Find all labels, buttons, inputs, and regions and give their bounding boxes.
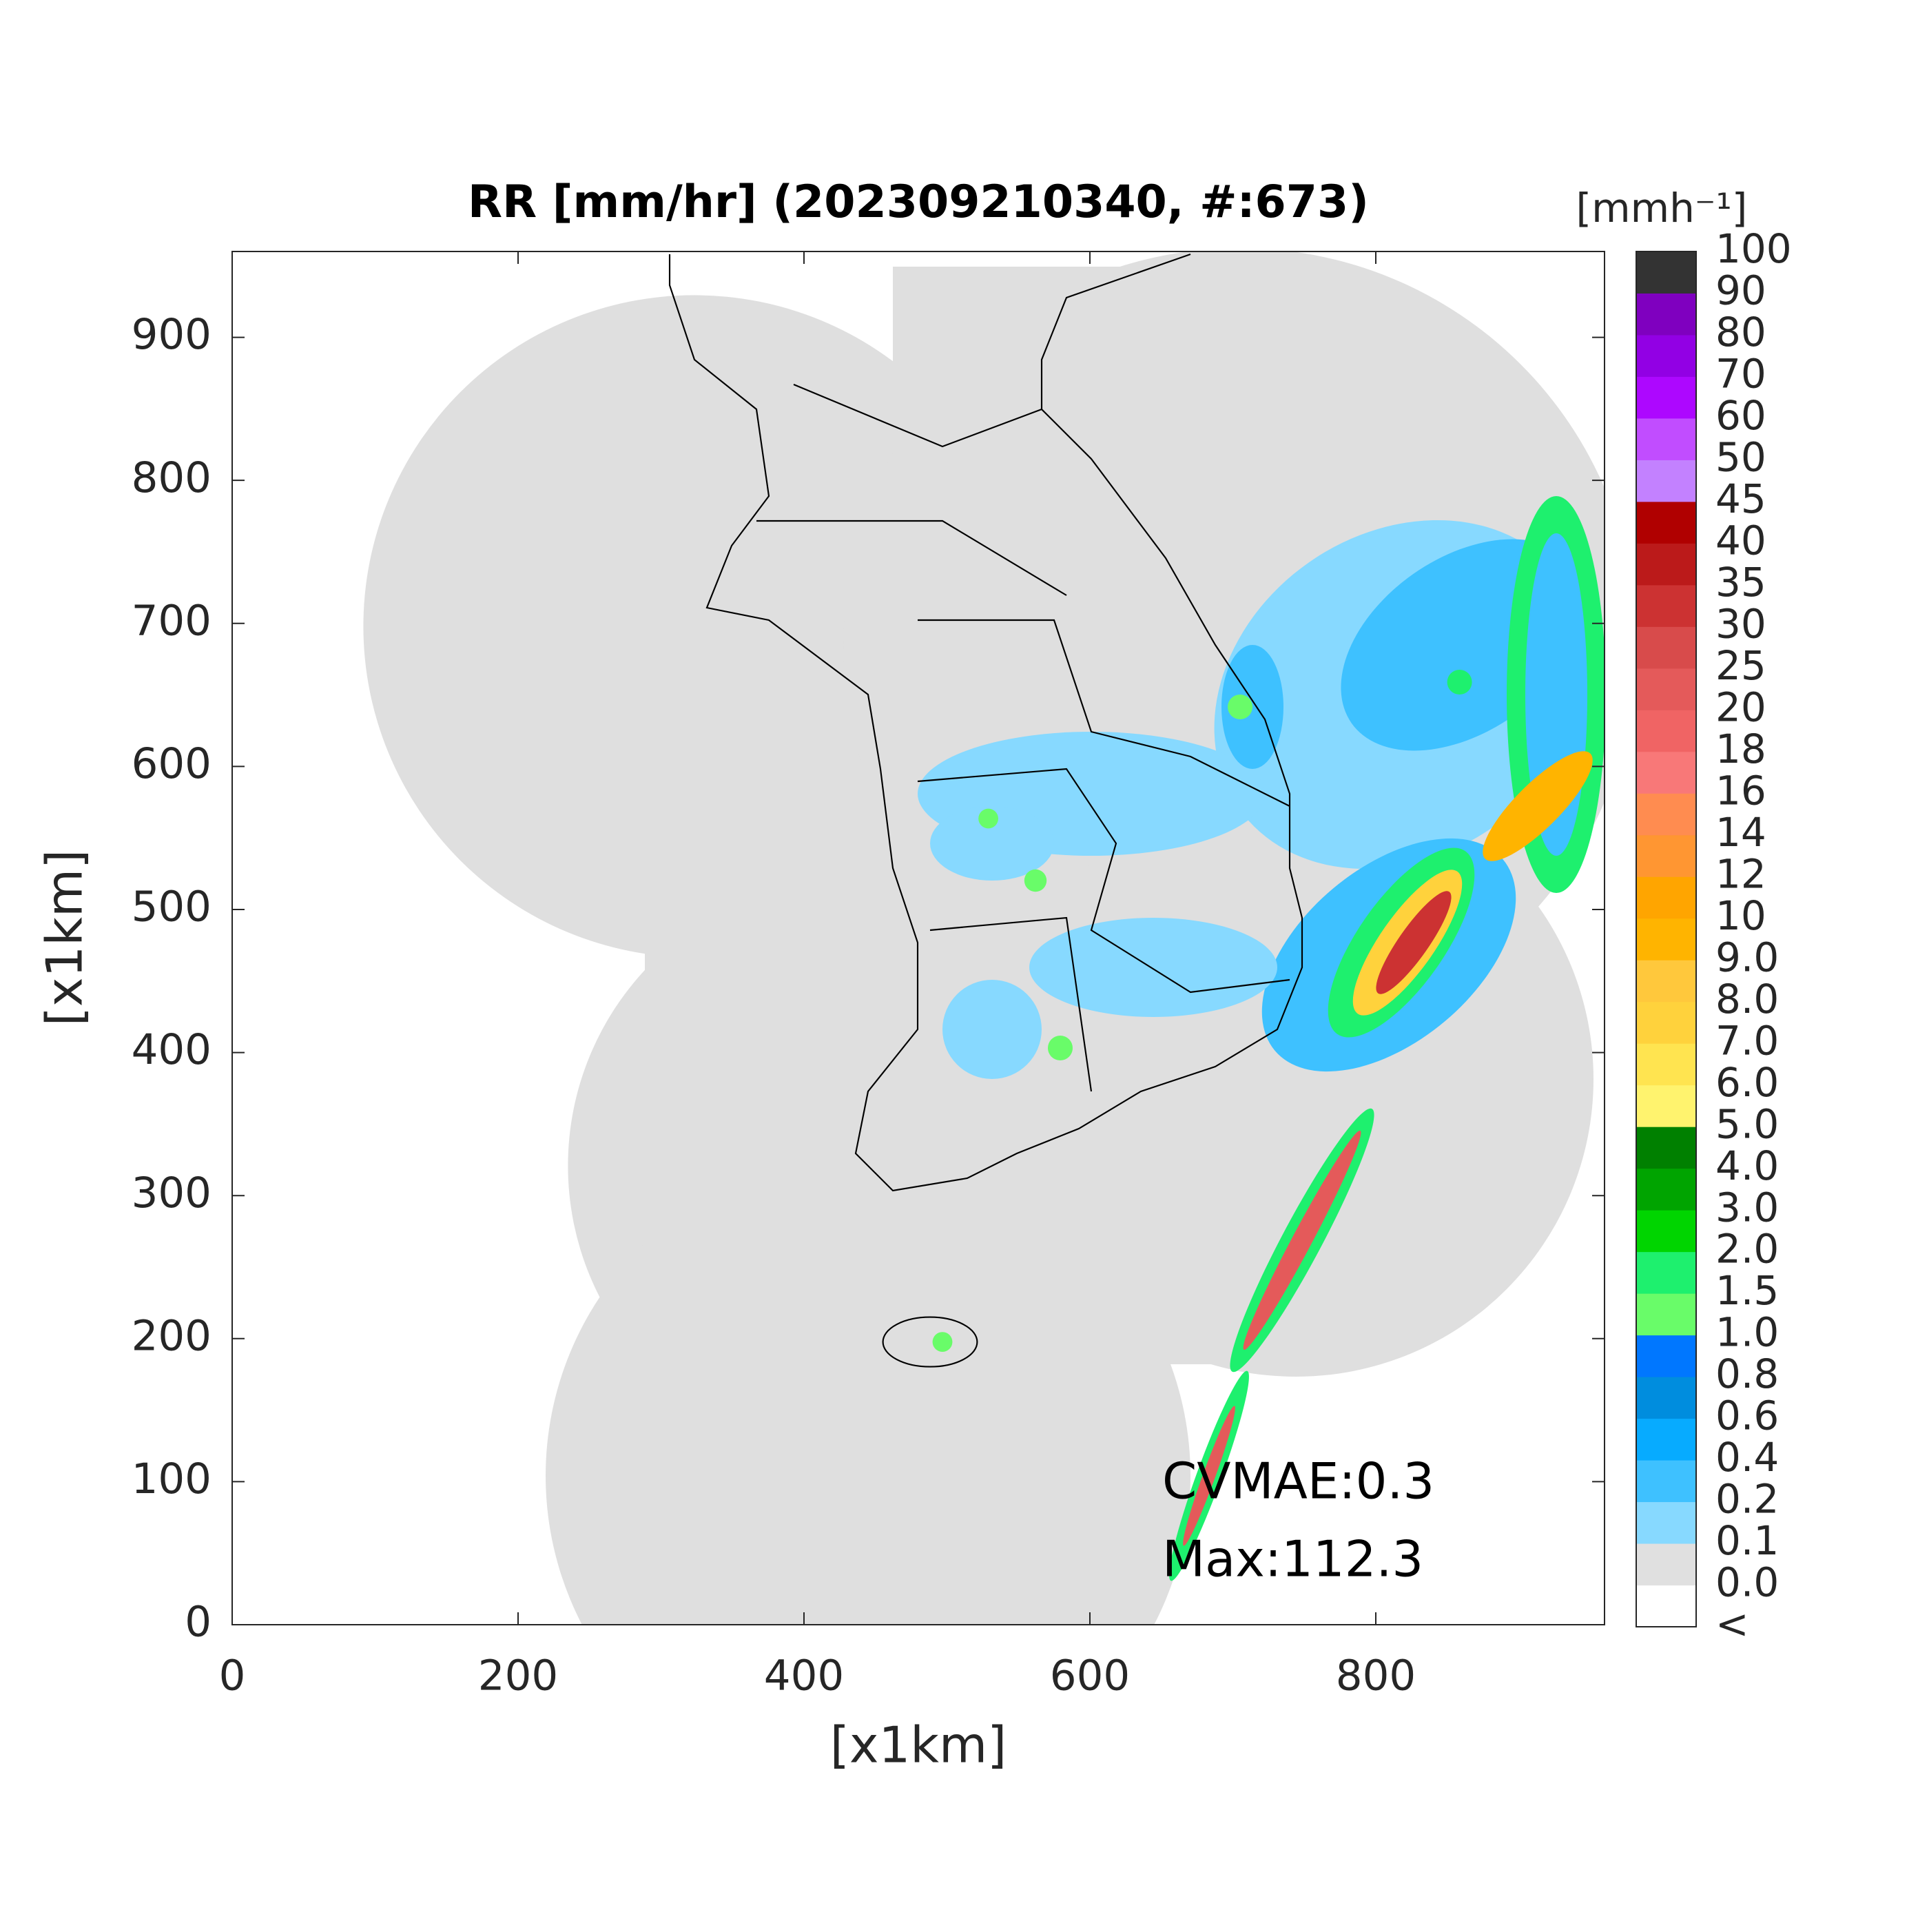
colorbar-tick-label: 14 [1715,809,1766,856]
colorbar-bin [1636,1418,1696,1461]
colorbar-bin [1636,918,1696,960]
colorbar-tick-label: 20 [1715,684,1766,730]
colorbar-tick-label: 60 [1715,392,1766,439]
colorbar-bin [1636,626,1696,669]
colorbar-label: [mmh⁻¹] [1576,185,1748,232]
colorbar-tick-label: 25 [1715,642,1766,689]
colorbar-bin [1636,1501,1696,1544]
annotation: CVMAE:0.3 [1162,1452,1434,1510]
y-tick-label: 500 [132,883,212,932]
colorbar-bin [1636,1085,1696,1127]
colorbar-tick-label: 50 [1715,434,1766,481]
colorbar-tick-label: 1.0 [1715,1309,1779,1356]
colorbar-tick-label: 18 [1715,726,1766,772]
radar-field [363,251,1605,1625]
y-tick-label: 600 [132,739,212,788]
y-tick-label: 100 [132,1455,212,1503]
colorbar-bin [1636,1335,1696,1377]
colorbar-bin [1636,1251,1696,1294]
colorbar-bin [1636,1293,1696,1336]
x-tick-label: 400 [764,1652,844,1700]
colorbar-frame [1636,251,1697,1627]
colorbar-tick-label: 16 [1715,767,1766,814]
y-tick-label: 800 [132,453,212,502]
y-tick-label: 300 [132,1169,212,1217]
colorbar-tick-label: < [1715,1601,1749,1647]
colorbar-bin [1636,418,1696,460]
colorbar-bin [1636,334,1696,377]
colorbar-tick-label: 30 [1715,600,1766,647]
x-tick-label: 600 [1050,1652,1130,1700]
colorbar-bin [1636,751,1696,794]
colorbar-tick-label: 9.0 [1715,934,1779,980]
colorbar-bin [1636,1377,1696,1419]
colorbar-bin [1636,584,1696,627]
colorbar-tick-label: 3.0 [1715,1184,1779,1231]
colorbar-bin [1636,1127,1696,1169]
coastline [668,253,1303,1368]
colorbar-tick-label: 0.8 [1715,1350,1779,1397]
colorbar-bin [1636,1043,1696,1086]
colorbar-bin [1636,1460,1696,1503]
colorbar-bin [1636,293,1696,336]
colorbar-tick-label: 12 [1715,850,1766,897]
colorbar-bin [1636,1585,1696,1627]
x-axis-label: [x1km] [830,1716,1007,1774]
colorbar-bin [1636,793,1696,836]
colorbar-tick-label: 10 [1715,892,1766,939]
colorbar-tick-label: 5.0 [1715,1100,1779,1147]
x-tick-label: 200 [478,1652,558,1700]
colorbar-tick-label: 100 [1715,225,1792,272]
colorbar-tick-label: 70 [1715,351,1766,398]
y-tick-label: 900 [132,310,212,359]
colorbar-tick-label: 0.6 [1715,1393,1779,1439]
colorbar-tick-label: 0.1 [1715,1517,1779,1564]
colorbar-bin [1636,543,1696,586]
colorbar-tick-label: 40 [1715,517,1766,564]
colorbar-tick-label: 45 [1715,475,1766,522]
colorbar-bin [1636,668,1696,710]
colorbar-bin [1636,960,1696,1003]
y-tick-label: 0 [185,1598,212,1647]
colorbar-tick-label: 1.5 [1715,1267,1779,1314]
colorbar-bin [1636,876,1696,919]
colorbar-tick-label: 7.0 [1715,1017,1779,1064]
colorbar-tick-label: 0.2 [1715,1476,1779,1523]
colorbar-tick-label: 0.0 [1715,1559,1779,1606]
colorbar-bin [1636,834,1696,877]
colorbar-bin [1636,1210,1696,1253]
y-tick-label: 400 [132,1025,212,1074]
y-axis-label: [x1km] [36,850,94,1026]
colorbar-bin [1636,710,1696,752]
y-tick-label: 200 [132,1311,212,1360]
colorbar-tick-label: 2.0 [1715,1226,1779,1273]
colorbar-tick-label: 80 [1715,309,1766,356]
axes-frame [231,251,1605,1625]
colorbar-tick-label: 4.0 [1715,1142,1779,1189]
colorbar-bin [1636,1168,1696,1211]
colorbar-tick-label: 90 [1715,267,1766,314]
y-tick-label: 700 [132,596,212,645]
colorbar-bin [1636,1001,1696,1044]
x-tick-label: 0 [219,1652,246,1700]
colorbar-bin [1636,460,1696,502]
colorbar-bin [1636,1543,1696,1586]
map-layer [363,251,1605,1625]
precipitation [918,496,1605,1581]
colorbar-tick-label: 8.0 [1715,976,1779,1022]
colorbar-bin [1636,501,1696,544]
title: RR [mm/hr] (202309210340, #:673) [468,176,1369,228]
colorbar-bin [1636,376,1696,419]
x-tick-label: 800 [1336,1652,1416,1700]
colorbar-tick-label: 6.0 [1715,1059,1779,1106]
colorbar-tick-label: 35 [1715,559,1766,606]
colorbar-bin [1636,251,1696,294]
annotation: Max:112.3 [1162,1530,1423,1588]
colorbar-tick-label: 0.4 [1715,1434,1779,1481]
